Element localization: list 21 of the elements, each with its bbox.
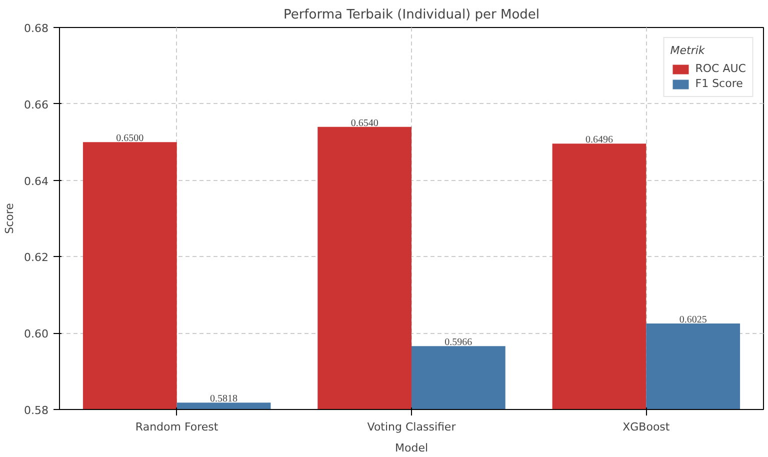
data-label: 0.5966 [444, 337, 472, 348]
y-tick-label: 0.60 [24, 328, 49, 341]
y-tick-label: 0.64 [24, 174, 49, 188]
y-tick-label: 0.62 [24, 251, 49, 264]
data-label: 0.6496 [585, 134, 613, 146]
x-tick-label: Random Forest [135, 420, 219, 434]
legend-label: F1 Score [695, 77, 743, 90]
x-tick-label: XGBoost [622, 420, 670, 434]
data-label: 0.6025 [679, 314, 707, 326]
x-axis-title: Model [394, 442, 428, 454]
data-label: 0.6500 [116, 133, 144, 144]
y-tick-label: 0.66 [24, 98, 49, 112]
data-label: 0.5818 [210, 394, 238, 405]
legend-label: ROC AUC [695, 62, 746, 75]
y-tick-label: 0.58 [24, 404, 49, 417]
y-tick-label: 0.68 [24, 22, 49, 35]
x-tick-label: Voting Classifier [367, 420, 456, 434]
legend-title: Metrik [670, 44, 706, 57]
chart-title: Performa Terbaik (Individual) per Model [283, 8, 540, 22]
y-axis-title: Score [3, 202, 16, 234]
data-label: 0.6540 [350, 118, 378, 129]
